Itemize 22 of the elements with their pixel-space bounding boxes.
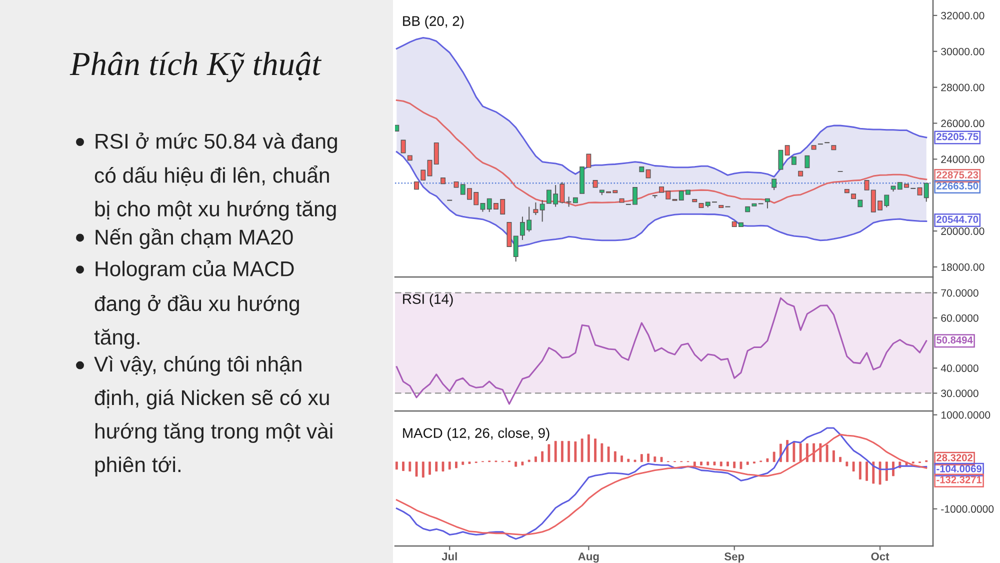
y-tick-label: 60.0000 bbox=[941, 314, 978, 322]
text: Hologram của MACD đang ở đầu xu hướng tăng. bbox=[94, 260, 299, 349]
text: RSI ở mức 50.84 và đang có dấu hiệu đi lên, chuẩn bị cho một xu hướng tăng bbox=[94, 132, 337, 221]
x-tick-label: Aug bbox=[578, 552, 599, 563]
data-label: -104.0069 bbox=[936, 465, 982, 472]
y-tick-label: -1000.0000 bbox=[941, 505, 994, 513]
data-label: 50.8494 bbox=[936, 336, 973, 344]
x-tick-label: Jul bbox=[442, 552, 457, 560]
data-label: -132.3271 bbox=[936, 476, 982, 484]
x-tick-label: Oct bbox=[871, 552, 890, 560]
x-tick-label: Sep bbox=[724, 552, 744, 563]
text: Nến gần chạm MA20 bbox=[96, 228, 293, 249]
annotation: 28.3202 bbox=[936, 454, 972, 462]
y-tick-label: 40.0000 bbox=[940, 364, 978, 372]
text: RSI (14) bbox=[403, 294, 453, 307]
text: Phân tích Kỹ thuật bbox=[70, 52, 322, 82]
text: Vì vậy, chúng tôi nhận định, giá Nicken sẽ có xu hướng tăng trong một vài phiên tới. bbox=[94, 356, 332, 476]
text: MACD (12, 26, close, 9) bbox=[403, 428, 550, 441]
candlestick bbox=[395, 124, 400, 132]
y-tick-label: 30.0000 bbox=[941, 390, 978, 398]
y-tick-label: 70.0000 bbox=[941, 289, 978, 297]
y-tick-label: 1000.0000 bbox=[941, 411, 990, 419]
